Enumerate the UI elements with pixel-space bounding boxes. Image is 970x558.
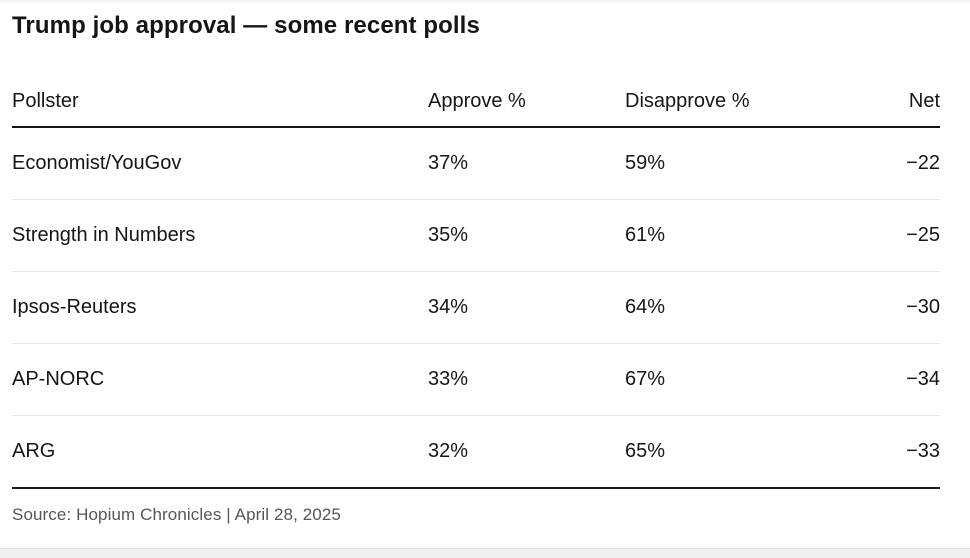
pollster-cell: Economist/YouGov: [12, 127, 428, 200]
net-cell: −33: [825, 415, 940, 489]
pollster-cell: ARG: [12, 415, 428, 489]
table-row: Economist/YouGov 37% 59% −22: [12, 127, 940, 200]
table-row: Ipsos-Reuters 34% 64% −30: [12, 271, 940, 344]
column-header-pollster: Pollster: [12, 73, 428, 128]
content-area: Trump job approval — some recent polls P…: [12, 12, 940, 524]
approve-cell: 34%: [428, 271, 625, 344]
pollster-cell: AP-NORC: [12, 343, 428, 416]
header-row: Pollster Approve % Disapprove % Net: [12, 73, 940, 128]
page-title: Trump job approval — some recent polls: [12, 12, 480, 39]
disapprove-cell: 65%: [625, 415, 825, 489]
column-header-approve: Approve %: [428, 73, 625, 128]
approve-cell: 32%: [428, 415, 625, 489]
table-row: AP-NORC 33% 67% −34: [12, 343, 940, 416]
net-cell: −22: [825, 127, 940, 200]
approve-cell: 37%: [428, 127, 625, 200]
table-row: Strength in Numbers 35% 61% −25: [12, 199, 940, 272]
column-header-net: Net: [825, 73, 940, 128]
top-edge-strip: [0, 0, 970, 2]
bottom-edge-strip: [0, 548, 970, 558]
net-cell: −34: [825, 343, 940, 416]
table-row: ARG 32% 65% −33: [12, 415, 940, 489]
net-cell: −25: [825, 199, 940, 272]
disapprove-cell: 64%: [625, 271, 825, 344]
pollster-cell: Ipsos-Reuters: [12, 271, 428, 344]
table-body: Economist/YouGov 37% 59% −22 Strength in…: [12, 127, 940, 489]
approve-cell: 35%: [428, 199, 625, 272]
source-attribution: Source: Hopium Chronicles | April 28, 20…: [12, 505, 341, 524]
table-header: Pollster Approve % Disapprove % Net: [12, 73, 940, 128]
polls-table: Pollster Approve % Disapprove % Net Econ…: [12, 73, 940, 489]
disapprove-cell: 59%: [625, 127, 825, 200]
disapprove-cell: 61%: [625, 199, 825, 272]
net-cell: −30: [825, 271, 940, 344]
column-header-disapprove: Disapprove %: [625, 73, 825, 128]
disapprove-cell: 67%: [625, 343, 825, 416]
pollster-cell: Strength in Numbers: [12, 199, 428, 272]
approve-cell: 33%: [428, 343, 625, 416]
